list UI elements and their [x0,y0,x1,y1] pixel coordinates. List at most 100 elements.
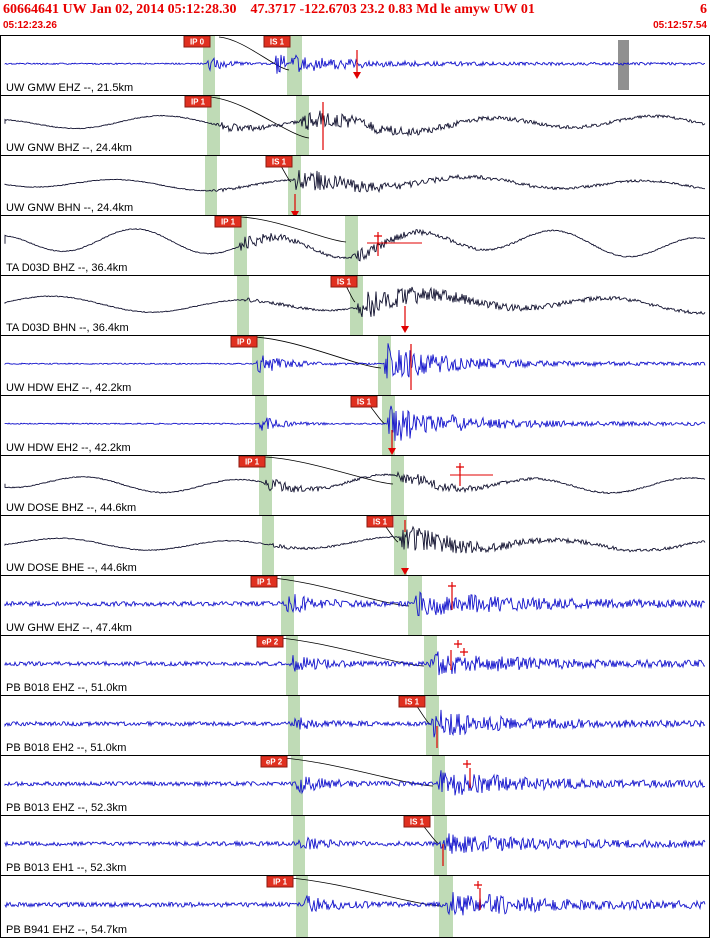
pick-flag-box[interactable] [260,756,288,768]
pick-flag-box[interactable] [398,696,426,708]
pick-flag-box[interactable] [238,456,266,468]
trace-panel-uw-hdw-eh2[interactable]: IS 1 UW HDW EH2 --, 42.2km [1,396,709,456]
waveform-trace [4,892,706,916]
trace-panel-uw-hdw-ehz[interactable]: IP 0 UW HDW EHZ --, 42.2km [1,336,709,396]
pick-window-band [345,216,358,275]
pick-flag[interactable]: eP 2 [260,756,288,768]
pick-window-band [296,876,308,937]
pick-flag-label: IP 1 [257,578,272,587]
pick-flag-box[interactable] [230,336,258,348]
pick-flag-label: IS 1 [357,398,372,407]
trace-panel-ta-d03d-bhn[interactable]: IS 1 TA D03D BHN --, 36.4km [1,276,709,336]
trace-plot: IP 0 IS 1 [4,36,706,95]
pick-flag[interactable]: IS 1 [265,156,293,168]
trace-plot: IS 1 [4,816,706,875]
waveform-trace [4,525,706,554]
pick-flag-box[interactable] [263,36,291,48]
pick-flag[interactable]: IP 0 [183,36,211,48]
pick-flag-label: IP 0 [237,338,252,347]
trace-panel-uw-dose-bhz[interactable]: IP 1 UW DOSE BHZ --, 44.6km [1,456,709,516]
pick-flag-box[interactable] [250,576,278,588]
pick-flag[interactable]: IS 1 [350,396,378,408]
amplitude-cross-icon [454,640,462,648]
waveform-trace [4,405,706,441]
pick-flag-box[interactable] [183,36,211,48]
pick-flag[interactable]: IP 1 [266,876,294,888]
pick-flag-label: IS 1 [410,818,425,827]
pick-flag[interactable]: IP 1 [250,576,278,588]
pick-flag[interactable]: IP 1 [238,456,266,468]
pick-window-band [439,876,453,937]
trace-plot: IS 1 [4,276,706,335]
association-curve [208,96,310,139]
trace-panel-pb-b941-ehz[interactable]: IP 1 PB B941 EHZ --, 54.7km [1,876,709,937]
trace-plot: eP 2 [4,756,705,815]
pick-arrow-icon [388,448,396,455]
trace-plot: IP 1 [4,456,706,515]
trace-panel-pb-b013-eh1[interactable]: IS 1 PB B013 EH1 --, 52.3km [1,816,709,876]
window-start-time: 05:12:23.26 [3,20,57,31]
pick-flag[interactable]: IP 0 [230,336,258,348]
pick-window-band [293,816,305,875]
pick-arrow-icon [291,211,299,215]
pick-window-band [426,696,439,755]
trace-label: PB B013 EH1 --, 52.3km [6,862,127,874]
pick-arrow-icon [353,72,361,79]
pick-flag[interactable]: IS 1 [366,516,394,528]
pick-flag[interactable]: IP 1 [184,96,212,108]
pick-window-band [237,276,249,335]
pick-flag-box[interactable] [266,876,294,888]
pick-flag[interactable]: IS 1 [398,696,426,708]
pick-flag-box[interactable] [214,216,242,228]
pick-flag-box[interactable] [256,636,284,648]
pick-window-band [262,516,274,575]
trace-label: UW GNW BHN --, 24.4km [6,202,134,214]
trace-plot: IP 0 [4,336,706,395]
trace-panel-pb-b013-ehz[interactable]: eP 2 PB B013 EHZ --, 52.3km [1,756,709,816]
pick-arrow-icon [401,326,409,333]
association-curve [263,456,394,485]
pick-flag-box[interactable] [184,96,212,108]
trace-panel-uw-gnw-bhn[interactable]: IS 1 UW GNW BHN --, 24.4km [1,156,709,216]
amplitude-cross-icon [448,582,456,590]
trace-label: UW DOSE BHE --, 44.6km [6,562,137,574]
waveform-trace [4,228,706,262]
pick-flag-box[interactable] [403,816,431,828]
pick-flag[interactable]: IS 1 [403,816,431,828]
trace-panel-uw-ghw-ehz[interactable]: IP 1 UW GHW EHZ --, 47.4km [1,576,709,636]
pick-flag-box[interactable] [330,276,358,288]
waveform-trace [4,54,706,74]
pick-arrow-icon [401,568,409,575]
pick-window-band [281,576,294,635]
association-curve [240,216,347,243]
waveform-trace [4,170,705,194]
pick-window-band [291,756,303,815]
trace-label: UW GMW EHZ --, 21.5km [6,82,134,94]
trace-label: PB B018 EHZ --, 51.0km [6,682,128,694]
trace-label: UW HDW EHZ --, 42.2km [6,382,132,394]
pick-window-band [287,36,302,95]
waveform-trace [4,110,706,137]
association-curve [268,756,434,787]
pick-flag-box[interactable] [265,156,293,168]
pick-window-band [207,96,220,155]
trace-panel-pb-b018-ehz[interactable]: eP 2 PB B018 EHZ --, 51.0km [1,636,709,696]
pick-flag-box[interactable] [366,516,394,528]
trace-plot: IP 1 [4,216,706,275]
trace-panel-ta-d03d-bhz[interactable]: IP 1 TA D03D BHZ --, 36.4km [1,216,709,276]
pick-flag[interactable]: IS 1 [330,276,358,288]
trace-panel-uw-gnw-bhz[interactable]: IP 1 UW GNW BHZ --, 24.4km [1,96,709,156]
pick-window-band [391,456,404,515]
waveform-trace [4,770,705,796]
waveform-trace [4,709,706,738]
pick-flag[interactable]: eP 2 [256,636,284,648]
pick-flag[interactable]: IP 1 [214,216,242,228]
pick-flag[interactable]: IS 1 [263,36,291,48]
trace-panel-uw-dose-bhe[interactable]: IS 1 UW DOSE BHE --, 44.6km [1,516,709,576]
trace-panel-pb-b018-eh2[interactable]: IS 1 PB B018 EH2 --, 51.0km [1,696,709,756]
trace-panel-uw-gmw-ehz[interactable]: IP 0 IS 1 UW GMW EHZ --, 21.5km [1,36,709,96]
pick-flag-box[interactable] [350,396,378,408]
pick-flag-label: IS 1 [337,278,352,287]
window-end-time: 05:12:57.54 [653,20,707,31]
